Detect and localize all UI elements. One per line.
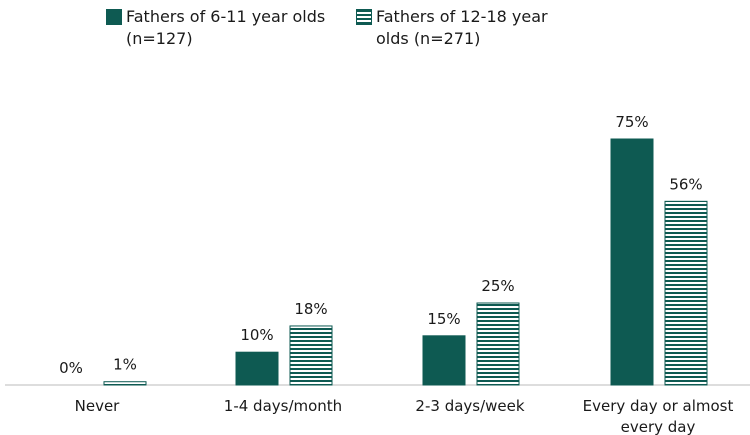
legend-label: Fathers of 12-18 year olds (n=271) xyxy=(376,7,548,48)
x-tick-label: Every day or almost every day xyxy=(582,397,734,435)
x-tick-label: 2-3 days/week xyxy=(415,397,525,415)
bar xyxy=(610,138,654,386)
bar xyxy=(664,200,708,386)
x-tick-label: Never xyxy=(74,397,120,415)
legend-item: Fathers of 12-18 year olds (n=271) xyxy=(356,6,596,50)
bar xyxy=(476,302,520,386)
value-label: 1% xyxy=(113,356,137,374)
legend-swatch xyxy=(106,9,122,25)
value-label: 56% xyxy=(669,175,702,193)
value-label: 0% xyxy=(59,359,83,377)
legend-swatch xyxy=(356,9,372,25)
legend-item: Fathers of 6-11 year olds (n=127) xyxy=(106,6,346,50)
x-tick-label: 1-4 days/month xyxy=(223,397,343,415)
value-label: 10% xyxy=(240,326,273,344)
legend-label: Fathers of 6-11 year olds (n=127) xyxy=(126,7,326,48)
value-label: 18% xyxy=(294,300,327,318)
value-label: 15% xyxy=(427,310,460,328)
value-label: 25% xyxy=(481,277,514,295)
bar xyxy=(235,351,279,386)
value-label: 75% xyxy=(615,113,648,131)
bar xyxy=(103,381,147,386)
bar xyxy=(289,325,333,386)
bar xyxy=(422,335,466,386)
